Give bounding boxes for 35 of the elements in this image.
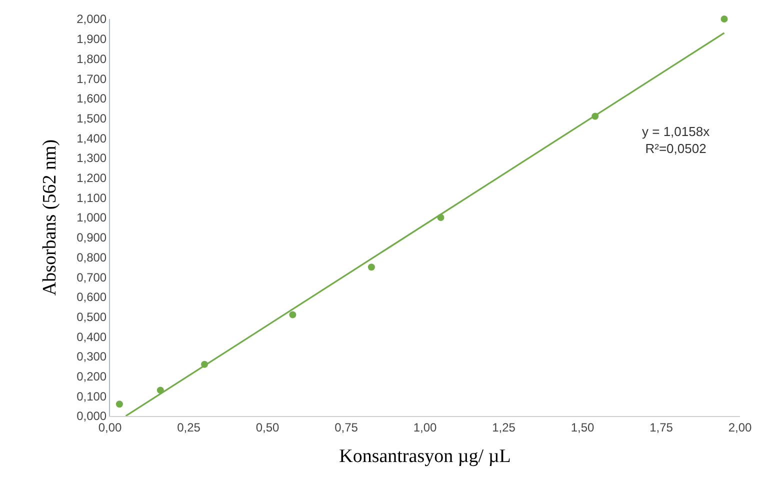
y-tick-label: 0,700 (76, 270, 107, 284)
y-tick-label: 2,000 (76, 12, 107, 26)
y-tick-label: 0,800 (76, 250, 107, 264)
y-tick-label: 0,900 (76, 230, 107, 245)
y-tick-label: 1,900 (76, 32, 107, 46)
y-tick-label: 1,300 (76, 151, 107, 166)
y-tick-label: 1,700 (76, 72, 107, 86)
y-tick-label: 0,500 (76, 310, 107, 324)
point (720, 16, 728, 22)
y-tick-label: 1,200 (76, 171, 107, 185)
x-tick-label: 0,75 (334, 420, 358, 434)
point (116, 400, 123, 408)
y-tick-label: 1,800 (76, 52, 107, 66)
x-tick-label: 0,25 (177, 420, 201, 434)
x-tick-label: 2,00 (728, 420, 752, 434)
y-tick-label: 0,100 (76, 389, 107, 404)
x-tick-label: 1,25 (492, 420, 516, 434)
x-tick-label: 1,75 (650, 420, 674, 434)
y-tick-label: 0,600 (76, 290, 107, 304)
y-tick-label: 0,300 (76, 350, 107, 364)
point (368, 264, 375, 271)
y-tick-label: 1,400 (76, 131, 107, 146)
y-tick-label: 1,000 (76, 210, 107, 225)
x-tick-label: 1,00 (413, 420, 437, 434)
y-tick-label: 0,400 (76, 330, 107, 344)
x-tick-label: 1,50 (570, 420, 594, 434)
x-tick-label: 0,50 (256, 420, 280, 434)
y-tick-label: 0,200 (76, 370, 107, 384)
y-tick-label: 1,600 (76, 92, 107, 106)
annotation: y = 1,0158x R²=0,0502 (642, 124, 710, 156)
y-tick-label: 1,500 (76, 111, 107, 126)
x-axis-title: Konsantrasyon µg/ µL (339, 446, 511, 468)
point (289, 311, 296, 318)
y-tick-label: 1,100 (76, 190, 107, 205)
y-axis-title: Absorbans (562 nm) (39, 139, 60, 296)
